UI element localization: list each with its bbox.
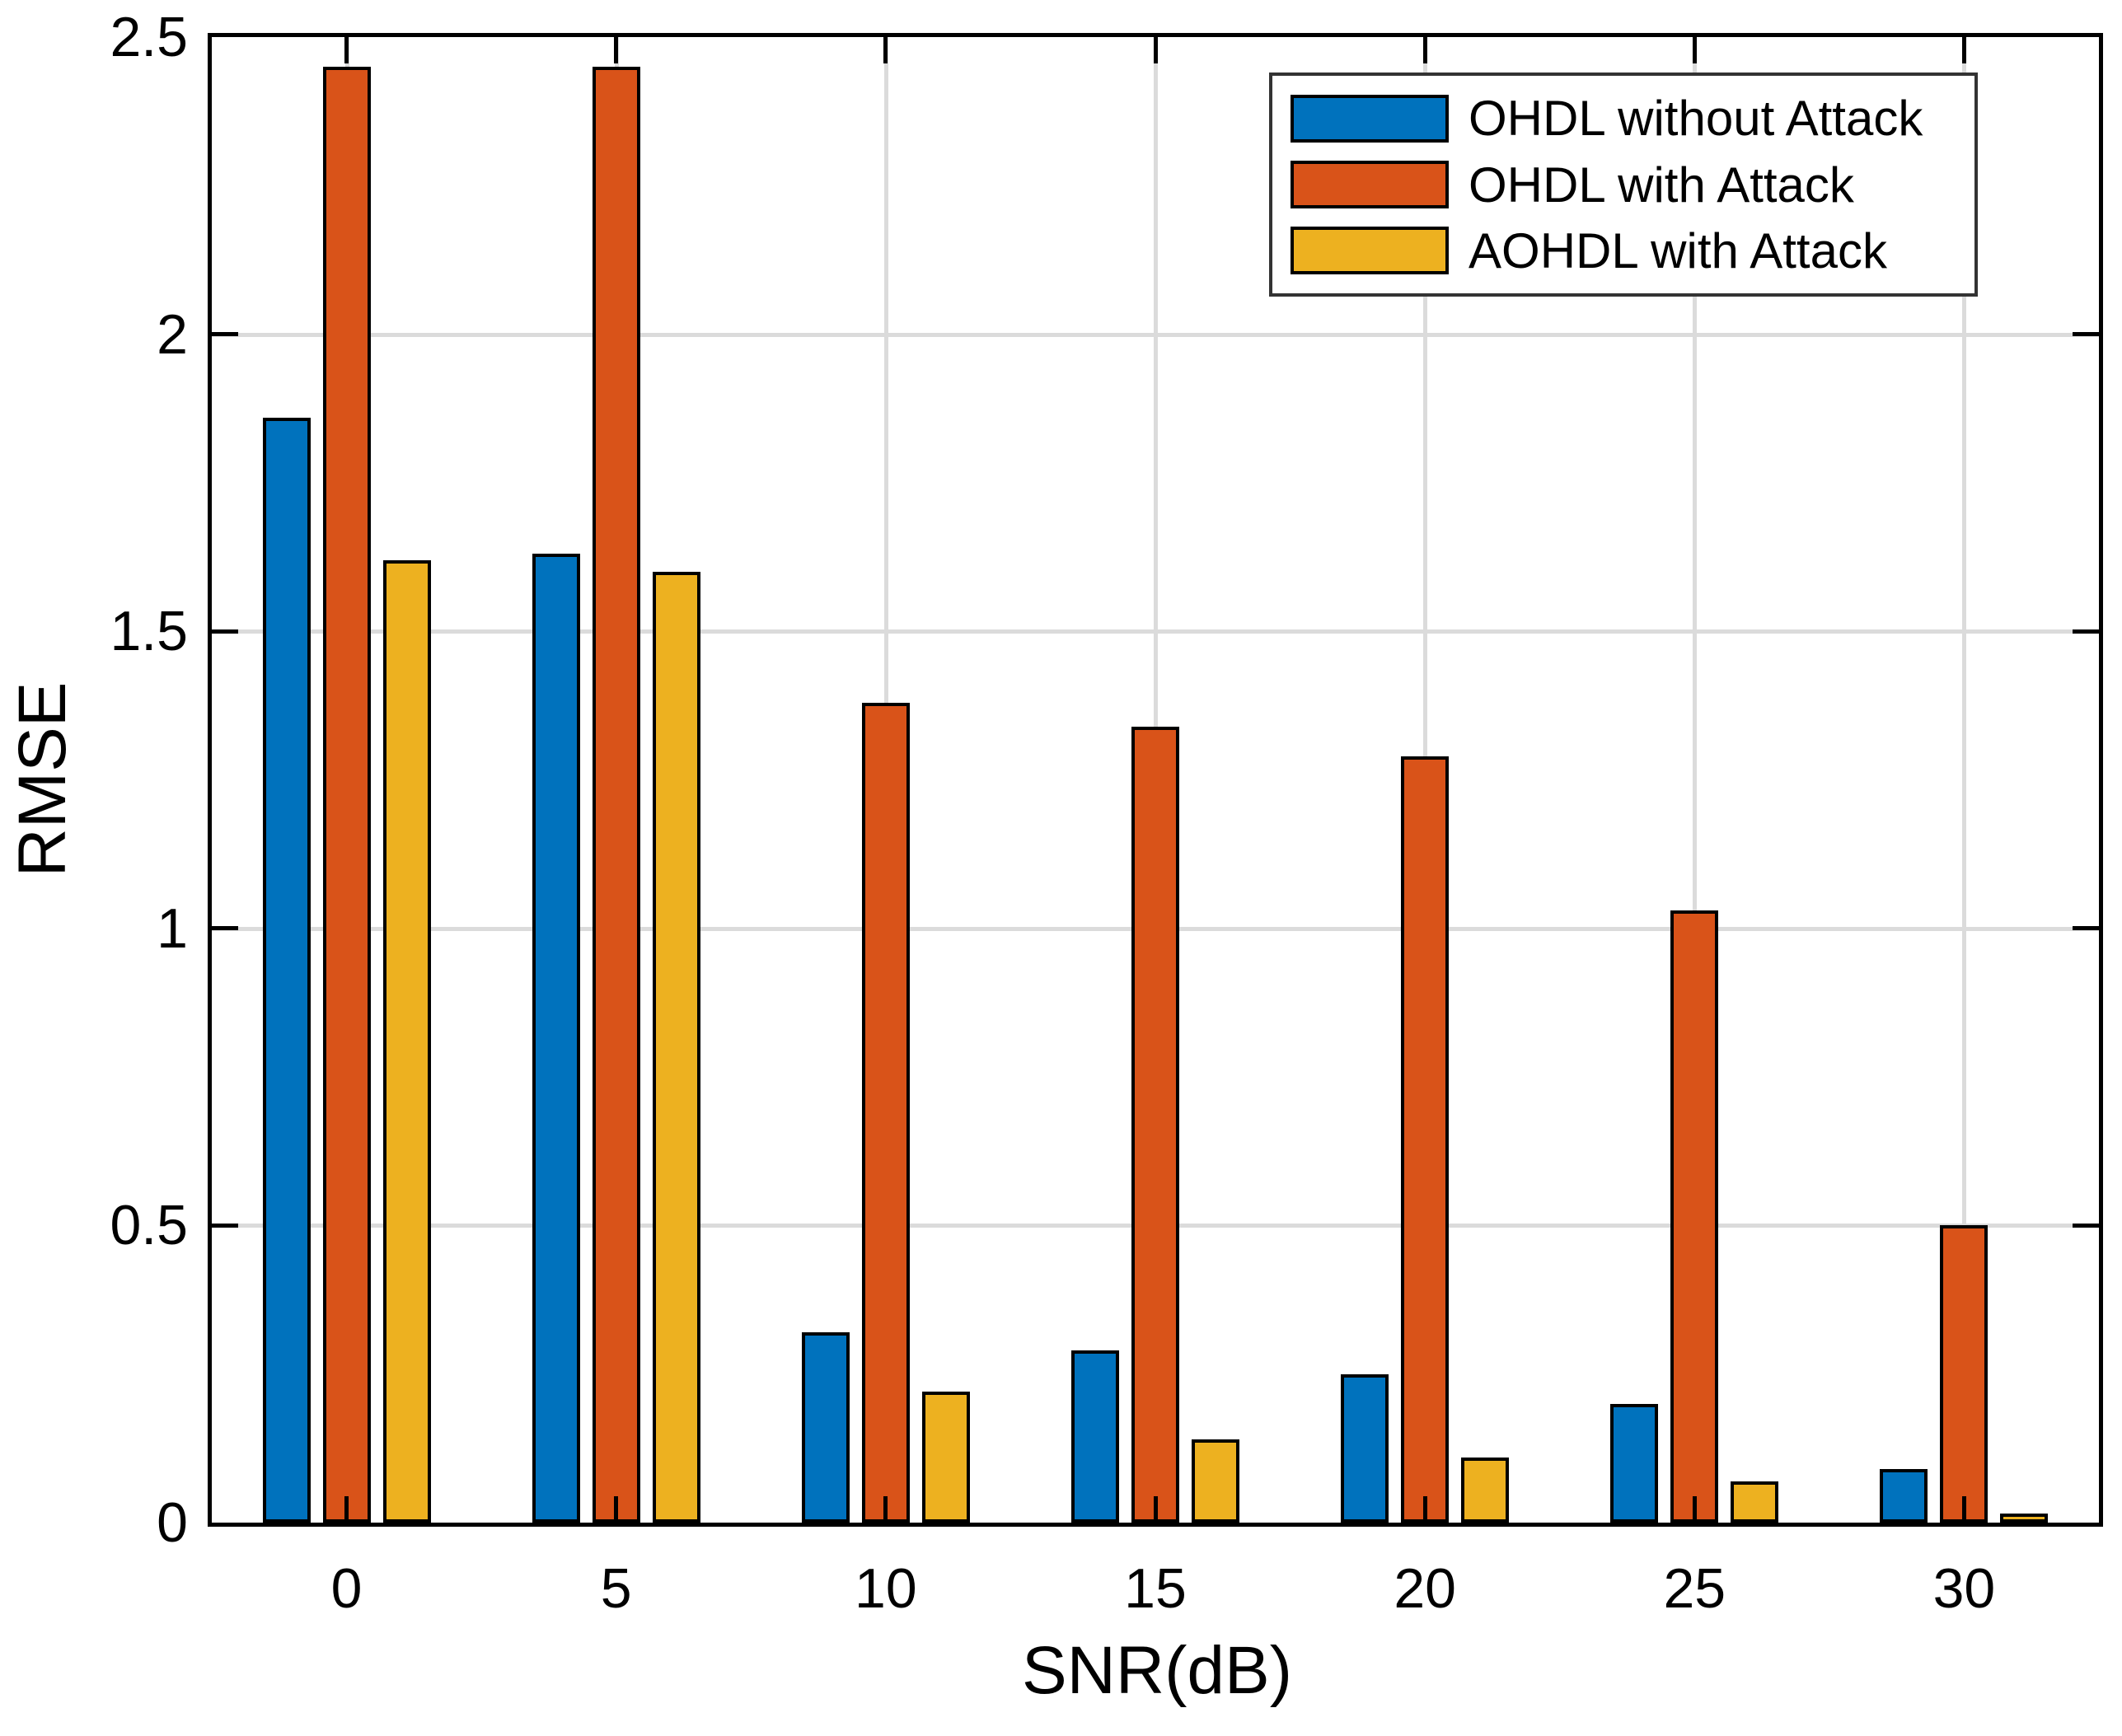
- x-tick-bottom-snr-5: [614, 1496, 619, 1523]
- x-tick-label-snr-15: 15: [1124, 1557, 1187, 1620]
- bar-ohdl-with-attack-snr-30: [1940, 1225, 1988, 1523]
- x-tick-top-snr-25: [1692, 37, 1697, 63]
- bar-ohdl-with-attack-snr-10: [861, 702, 910, 1523]
- bar-aohdl-with-attack-snr-25: [1731, 1481, 1779, 1523]
- bar-ohdl-without-attack-snr-0: [262, 417, 311, 1523]
- y-tick-label-1.5: 1.5: [110, 600, 188, 663]
- y-tick-label-0: 0: [157, 1491, 188, 1554]
- bar-aohdl-with-attack-snr-30: [2000, 1514, 2049, 1523]
- bar-ohdl-without-attack-snr-20: [1341, 1373, 1389, 1523]
- bar-aohdl-with-attack-snr-5: [652, 572, 700, 1523]
- x-tick-bottom-snr-30: [1961, 1496, 1966, 1523]
- x-tick-label-snr-20: 20: [1394, 1557, 1456, 1620]
- x-tick-top-snr-5: [614, 37, 619, 63]
- bar-ohdl-without-attack-snr-10: [801, 1332, 850, 1523]
- legend-label-aohdl-with-attack: AOHDL with Attack: [1469, 222, 1887, 278]
- v-gridline-snr-25: [1693, 37, 1698, 1523]
- legend-label-ohdl-with-attack: OHDL with Attack: [1469, 157, 1854, 213]
- x-tick-bottom-snr-25: [1692, 1496, 1697, 1523]
- x-tick-bottom-snr-20: [1422, 1496, 1427, 1523]
- x-tick-label-snr-25: 25: [1663, 1557, 1726, 1620]
- y-tick-right-1.5: [2073, 629, 2099, 634]
- bar-ohdl-with-attack-snr-5: [592, 67, 640, 1523]
- x-tick-top-snr-15: [1153, 37, 1158, 63]
- legend-row-ohdl-without-attack: OHDL without Attack: [1272, 90, 1974, 147]
- x-tick-label-snr-0: 0: [330, 1557, 363, 1620]
- y-tick-right-2: [2073, 332, 2099, 337]
- y-tick-label-2: 2: [157, 302, 188, 366]
- x-tick-bottom-snr-10: [883, 1496, 888, 1523]
- y-tick-label-0.5: 0.5: [110, 1194, 188, 1257]
- legend-label-ohdl-without-attack: OHDL without Attack: [1469, 91, 1923, 147]
- v-gridline-snr-30: [1962, 37, 1967, 1523]
- x-tick-label-snr-5: 5: [600, 1557, 632, 1620]
- bar-ohdl-without-attack-snr-30: [1880, 1469, 1928, 1523]
- legend-row-aohdl-with-attack: AOHDL with Attack: [1272, 222, 1974, 279]
- bar-ohdl-without-attack-snr-5: [532, 554, 580, 1523]
- bar-ohdl-without-attack-snr-15: [1071, 1350, 1119, 1523]
- legend-swatch-ohdl-with-attack: [1291, 161, 1449, 208]
- bar-ohdl-without-attack-snr-25: [1610, 1403, 1659, 1523]
- legend-row-ohdl-with-attack: OHDL with Attack: [1272, 157, 1974, 213]
- y-tick-left-1.5: [212, 629, 238, 634]
- bar-aohdl-with-attack-snr-20: [1461, 1457, 1510, 1523]
- bar-ohdl-with-attack-snr-15: [1131, 726, 1179, 1523]
- bar-ohdl-with-attack-snr-0: [322, 67, 371, 1523]
- legend: OHDL without Attack OHDL with Attack AOHDL…: [1269, 73, 1978, 297]
- x-tick-label-snr-10: 10: [855, 1557, 917, 1620]
- y-tick-left-2: [212, 332, 238, 337]
- bar-aohdl-with-attack-snr-10: [921, 1392, 970, 1523]
- bar-aohdl-with-attack-snr-15: [1192, 1439, 1239, 1523]
- bar-ohdl-with-attack-snr-20: [1401, 756, 1450, 1523]
- y-tick-right-0.5: [2073, 1223, 2099, 1228]
- x-tick-top-snr-30: [1961, 37, 1966, 63]
- x-axis-label: SNR(dB): [1021, 1633, 1293, 1708]
- legend-swatch-ohdl-without-attack: [1291, 94, 1449, 143]
- y-axis-label: RMSE: [5, 681, 80, 877]
- y-tick-left-1: [212, 926, 238, 931]
- y-tick-left-0.5: [212, 1223, 238, 1228]
- legend-swatch-aohdl-with-attack: [1291, 227, 1449, 275]
- y-tick-right-1: [2073, 926, 2099, 931]
- x-tick-top-snr-20: [1422, 37, 1427, 63]
- bar-ohdl-with-attack-snr-25: [1670, 910, 1719, 1523]
- x-tick-bottom-snr-0: [344, 1496, 349, 1523]
- x-tick-top-snr-10: [883, 37, 888, 63]
- y-tick-label-1: 1: [157, 896, 188, 960]
- x-tick-bottom-snr-15: [1153, 1496, 1158, 1523]
- y-tick-label-2.5: 2.5: [110, 6, 188, 68]
- x-tick-label-snr-30: 30: [1932, 1557, 1996, 1620]
- bar-aohdl-with-attack-snr-0: [382, 559, 431, 1523]
- x-tick-top-snr-0: [344, 37, 349, 63]
